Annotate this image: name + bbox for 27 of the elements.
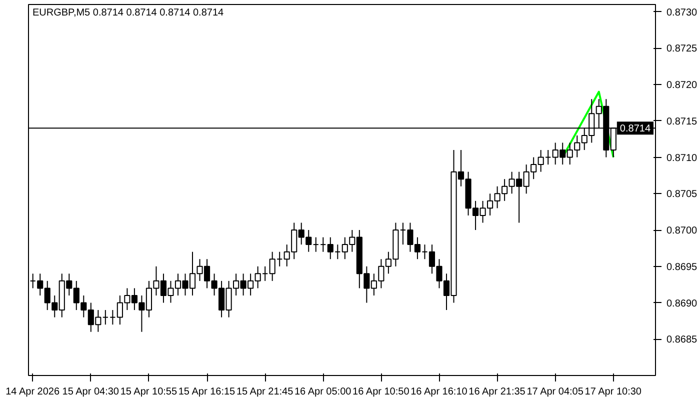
y-tick-label: 0.8725 — [666, 44, 698, 55]
y-tick-label: 0.8695 — [666, 262, 698, 273]
x-tick-label: 15 Apr 10:55 — [120, 386, 178, 398]
y-tick-label: 0.8700 — [666, 226, 698, 237]
y-tick-label: 0.8705 — [666, 189, 698, 200]
candlestick — [102, 310, 108, 326]
y-tick-label: 0.8715 — [666, 116, 698, 128]
candlestick — [312, 236, 319, 252]
x-tick-label: 15 Apr 04:30 — [62, 386, 120, 398]
x-tick-label: 16 Apr 05:00 — [294, 386, 352, 398]
x-tick-label: 14 Apr 2026 — [6, 386, 60, 398]
chart-title: EURGBP,M5 0.8714 0.8714 0.8714 0.8714 — [32, 8, 224, 18]
x-tick-label: 15 Apr 16:15 — [178, 386, 236, 398]
candlestick — [110, 310, 116, 326]
y-tick-label: 0.8730 — [666, 7, 698, 18]
y-tick-label: 0.8690 — [666, 298, 698, 310]
y-tick-label: 0.8685 — [666, 334, 698, 346]
x-tick-label: 17 Apr 10:30 — [584, 386, 642, 398]
candlestick — [320, 236, 326, 252]
x-tick-label: 16 Apr 16:10 — [410, 386, 468, 398]
x-tick-label: 15 Apr 21:45 — [236, 386, 294, 398]
ref-line-label: 0.8714 — [620, 124, 651, 135]
x-tick-label: 16 Apr 21:35 — [468, 386, 526, 398]
x-tick-label: 17 Apr 04:05 — [526, 386, 584, 398]
y-tick-label: 0.8720 — [666, 80, 698, 92]
x-tick-label: 16 Apr 10:50 — [352, 386, 410, 398]
y-tick-label: 0.8710 — [666, 152, 698, 164]
